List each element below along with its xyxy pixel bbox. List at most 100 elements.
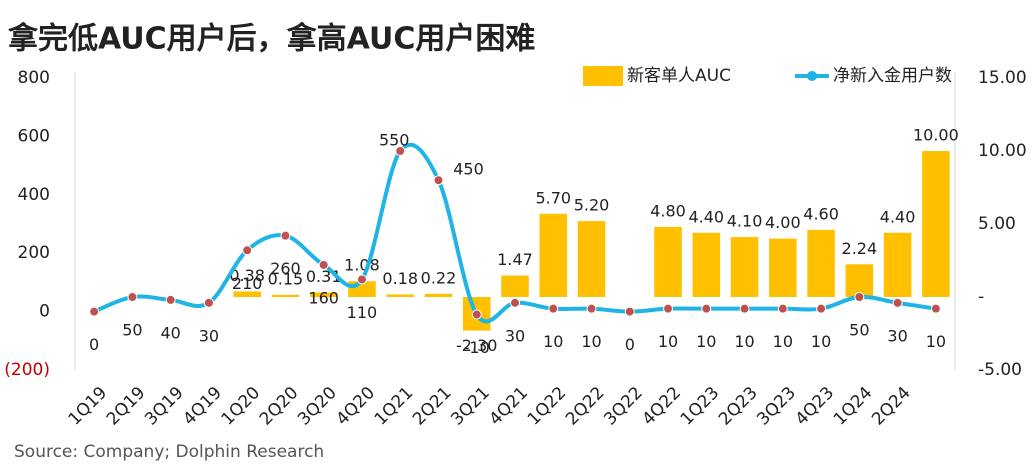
bar xyxy=(501,275,529,297)
line-value-label: 30 xyxy=(887,326,907,345)
y-tick-label: 400 xyxy=(18,185,50,205)
bar-value-label: 0.15 xyxy=(268,269,304,288)
line-marker xyxy=(701,303,712,314)
x-tick-label: 1Q22 xyxy=(524,383,571,430)
line-value-label: 450 xyxy=(453,160,484,179)
line-marker xyxy=(395,146,406,156)
legend-swatch xyxy=(583,66,623,86)
legend-marker xyxy=(807,71,817,81)
bar-value-label: 2.24 xyxy=(842,239,878,258)
x-tick-label: 3Q19 xyxy=(141,383,188,430)
y-tick-label: 200 xyxy=(18,243,50,263)
bar xyxy=(845,264,874,297)
line-value-label: 50 xyxy=(122,321,142,340)
line-marker xyxy=(624,306,635,317)
x-tick-label: 1Q24 xyxy=(830,383,877,430)
bar xyxy=(539,213,568,297)
bar-value-label: 5.70 xyxy=(535,188,571,207)
line-value-label: 10 xyxy=(734,332,754,351)
x-tick-label: 2Q22 xyxy=(562,383,609,430)
bar xyxy=(730,237,759,297)
line-value-label: 160 xyxy=(308,288,339,307)
bar-value-label: -2.30 xyxy=(456,336,497,355)
line-marker xyxy=(471,309,482,320)
y-tick-label: 600 xyxy=(18,126,50,146)
y2-tick-label: -5.00 xyxy=(978,360,1022,380)
line-marker xyxy=(433,175,444,186)
y2-tick-label: 5.00 xyxy=(978,214,1016,234)
line-marker xyxy=(548,303,559,314)
bar-value-label: 0.22 xyxy=(421,268,457,287)
bar-value-label: 4.40 xyxy=(688,207,724,226)
bar xyxy=(424,293,453,297)
bar-value-label: 5.20 xyxy=(574,196,610,215)
x-tick-label: 2Q23 xyxy=(715,383,762,430)
x-tick-label: 4Q21 xyxy=(486,383,533,430)
bar-value-label: 1.47 xyxy=(497,250,533,269)
line-value-label: 0 xyxy=(89,335,99,354)
y-tick-label: (200) xyxy=(4,360,50,380)
x-tick-label: 4Q19 xyxy=(179,383,226,430)
line-value-label: 30 xyxy=(199,326,219,345)
line-marker xyxy=(127,292,138,302)
bar xyxy=(922,151,950,297)
bar-value-label: 4.60 xyxy=(803,204,839,223)
line-marker xyxy=(242,245,253,256)
line-value-label: 10 xyxy=(696,332,716,351)
x-tick-label: 1Q21 xyxy=(371,383,418,430)
bar-value-label: 4.40 xyxy=(880,207,916,226)
line-marker xyxy=(586,303,597,314)
chart-title: 拿完低AUC用户后，拿高AUC用户困难 xyxy=(8,22,535,57)
bar xyxy=(807,229,835,297)
x-tick-label: 2Q21 xyxy=(409,383,456,430)
legend-label: 新客单人AUC xyxy=(627,66,731,86)
x-tick-label: 1Q23 xyxy=(677,383,724,430)
line-value-label: 10 xyxy=(926,332,946,351)
y-tick-label: 800 xyxy=(18,68,50,88)
bar xyxy=(654,226,682,297)
bar-value-label: 4.10 xyxy=(727,212,763,231)
line-marker xyxy=(203,297,214,308)
x-tick-label: 4Q22 xyxy=(639,383,686,430)
y-tick-label: 0 xyxy=(39,302,50,322)
line-value-label: 10 xyxy=(581,332,601,351)
bar-value-label: 0.38 xyxy=(229,266,265,285)
x-tick-label: 2Q24 xyxy=(868,383,915,430)
bar-value-label: 4.80 xyxy=(650,201,686,220)
line-value-label: 10 xyxy=(543,332,563,351)
bar xyxy=(309,292,338,297)
line-marker xyxy=(930,303,941,314)
line-marker xyxy=(510,297,520,308)
bar-value-label: 4.00 xyxy=(765,213,801,232)
source: Source: Company; Dolphin Research xyxy=(14,442,324,462)
line-marker xyxy=(816,303,827,314)
line-value-label: 260 xyxy=(270,259,301,278)
x-tick-label: 3Q20 xyxy=(294,383,341,430)
line-value-label: 40 xyxy=(160,323,180,342)
line-value-label: 50 xyxy=(849,321,869,340)
line-value-label: 10 xyxy=(658,332,678,351)
line-value-label: 0 xyxy=(625,335,635,354)
line-marker xyxy=(663,303,674,314)
y2-tick-label: 15.00 xyxy=(978,68,1027,88)
line-marker xyxy=(280,230,291,241)
line-marker xyxy=(165,294,176,305)
line-marker xyxy=(777,303,788,314)
bar xyxy=(386,294,414,297)
x-tick-label: 4Q20 xyxy=(332,383,379,430)
line-value-label: 210 xyxy=(232,274,263,293)
line-value-label: 10 xyxy=(811,332,831,351)
line-marker xyxy=(854,292,865,302)
x-tick-label: 3Q21 xyxy=(447,383,494,430)
x-tick-label: 3Q22 xyxy=(600,383,647,430)
bar xyxy=(692,232,721,297)
x-tick-label: 4Q23 xyxy=(792,383,839,430)
bar xyxy=(577,221,606,297)
y2-tick-label: 10.00 xyxy=(978,141,1027,161)
bar xyxy=(271,294,300,297)
bar-value-label: 0.18 xyxy=(382,269,418,288)
line-value-label: -10 xyxy=(464,338,490,357)
bar xyxy=(233,291,261,297)
line-value-label: 110 xyxy=(347,303,378,322)
